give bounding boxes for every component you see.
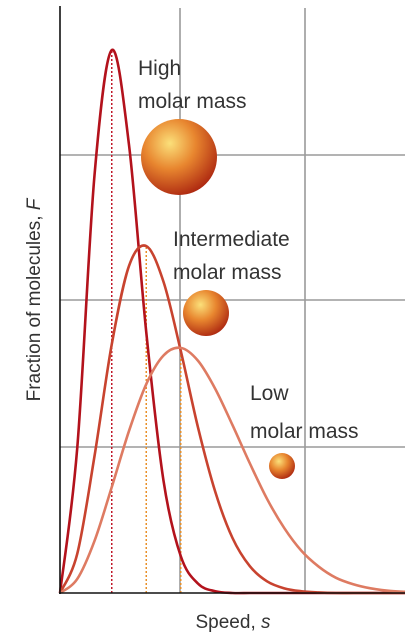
series-label: High molar mass	[138, 57, 247, 113]
series-label: Intermediate molar mass	[173, 228, 296, 284]
y-axis-label: Fraction of molecules, F	[24, 197, 45, 401]
page: High molar mass Intermediate molar mass …	[0, 0, 407, 638]
chart: High molar mass Intermediate molar mass …	[0, 0, 407, 638]
molecule-icon	[269, 453, 295, 479]
molecule-icon	[183, 290, 229, 336]
molecule-icon	[141, 119, 217, 195]
plot-area	[60, 50, 405, 593]
x-axis-label: Speed, s	[196, 612, 272, 633]
